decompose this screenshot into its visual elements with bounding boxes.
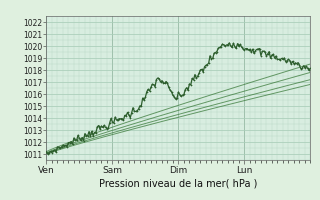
X-axis label: Pression niveau de la mer( hPa ): Pression niveau de la mer( hPa ) bbox=[99, 179, 258, 189]
